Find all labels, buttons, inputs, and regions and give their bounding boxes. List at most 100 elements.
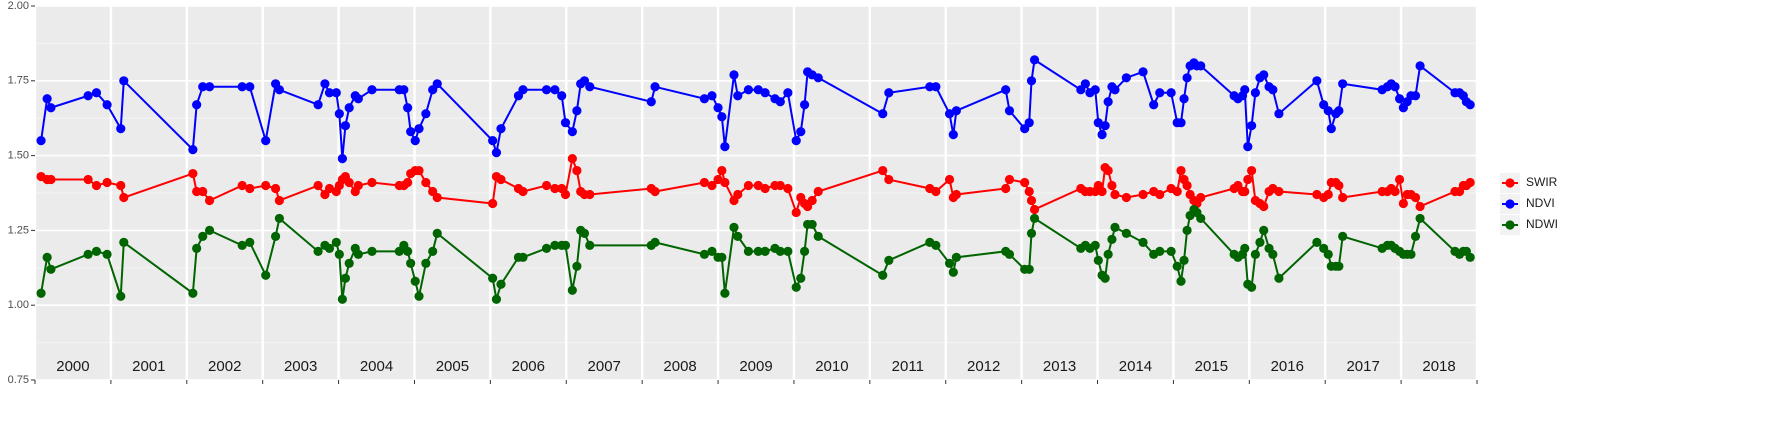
data-point	[1240, 243, 1250, 253]
data-point	[717, 112, 727, 122]
data-point	[237, 240, 247, 250]
data-point	[1196, 192, 1206, 203]
data-point	[245, 183, 255, 194]
data-point	[1259, 70, 1269, 80]
data-point	[783, 88, 793, 98]
data-point	[1326, 124, 1336, 134]
data-point	[646, 97, 656, 107]
data-point	[1024, 264, 1034, 274]
data-point	[261, 136, 271, 146]
data-point	[344, 177, 354, 188]
data-point	[550, 183, 560, 194]
data-point	[931, 186, 941, 197]
data-point	[491, 148, 502, 158]
data-point	[1410, 231, 1421, 241]
data-point	[353, 180, 363, 191]
data-point	[760, 246, 770, 256]
year-label: 2014	[1119, 358, 1152, 375]
year-label: 2001	[132, 358, 165, 375]
data-point	[1243, 142, 1253, 152]
year-label: 2008	[663, 358, 696, 375]
data-point	[337, 294, 347, 304]
data-point	[699, 177, 709, 188]
data-point	[1465, 177, 1475, 188]
data-point	[1176, 165, 1186, 176]
data-point	[414, 165, 424, 176]
data-point	[699, 94, 709, 104]
data-point	[1268, 249, 1278, 259]
data-point	[344, 258, 354, 268]
data-point	[403, 246, 413, 256]
data-point	[1176, 118, 1186, 128]
data-point	[313, 100, 323, 110]
data-point	[1166, 246, 1176, 256]
data-point	[1312, 76, 1322, 86]
data-point	[733, 231, 743, 241]
data-point	[1394, 94, 1405, 104]
data-point	[116, 291, 126, 301]
data-point	[720, 142, 730, 152]
data-point	[334, 109, 344, 119]
data-point	[1090, 240, 1100, 250]
data-point	[313, 246, 323, 256]
data-point	[1398, 198, 1408, 209]
data-point	[488, 273, 498, 283]
data-point	[1155, 189, 1165, 200]
legend-point	[1505, 178, 1515, 188]
data-point	[717, 165, 727, 176]
data-point	[791, 207, 801, 218]
data-point	[729, 222, 739, 233]
data-point	[1004, 106, 1015, 116]
data-point	[796, 273, 806, 283]
data-point	[1004, 174, 1015, 185]
data-point	[432, 192, 442, 203]
y-tick-label: 1.50	[8, 150, 29, 162]
data-point	[1121, 192, 1131, 203]
data-point	[1255, 237, 1265, 247]
data-point	[410, 276, 420, 286]
data-point	[650, 82, 660, 92]
data-point	[878, 109, 888, 119]
data-point	[1390, 82, 1400, 92]
data-point	[432, 228, 442, 238]
data-point	[428, 246, 438, 256]
data-point	[783, 183, 793, 194]
data-point	[1334, 180, 1344, 191]
data-point	[353, 249, 363, 259]
data-point	[116, 180, 126, 191]
data-point	[884, 88, 894, 98]
data-point	[541, 243, 552, 253]
year-label: 2003	[284, 358, 317, 375]
data-point	[1312, 237, 1322, 247]
data-point	[550, 240, 560, 250]
data-point	[237, 82, 247, 92]
y-tick-label: 2.00	[8, 0, 29, 12]
data-point	[1029, 204, 1040, 215]
data-point	[518, 186, 528, 197]
data-point	[1338, 79, 1348, 89]
data-point	[1107, 180, 1117, 191]
data-point	[1093, 255, 1103, 265]
data-point	[813, 186, 823, 197]
data-point	[707, 91, 717, 101]
data-point	[560, 240, 571, 250]
data-point	[119, 237, 129, 247]
data-point	[42, 252, 52, 262]
data-point	[1323, 249, 1333, 259]
data-point	[560, 189, 571, 200]
data-point	[878, 270, 888, 280]
data-point	[83, 91, 93, 101]
data-point	[579, 228, 590, 238]
data-point	[783, 246, 793, 256]
data-point	[1024, 118, 1034, 128]
data-point	[414, 124, 424, 134]
data-point	[791, 282, 801, 292]
data-point	[261, 270, 271, 280]
data-point	[188, 168, 198, 179]
data-point	[717, 252, 727, 262]
data-point	[274, 195, 284, 206]
data-point	[733, 189, 743, 200]
data-point	[775, 246, 785, 256]
data-point	[344, 103, 354, 113]
data-point	[331, 237, 341, 247]
